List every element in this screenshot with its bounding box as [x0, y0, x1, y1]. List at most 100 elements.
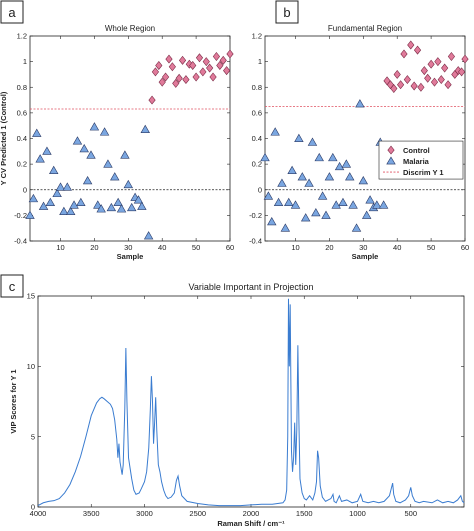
x-tick-label: 20 — [90, 243, 98, 252]
x-tick-label: 40 — [393, 243, 401, 252]
malaria-point — [52, 188, 62, 198]
malaria-point — [28, 193, 39, 203]
malaria-point — [42, 146, 52, 155]
malaria-point — [116, 204, 127, 213]
y-tick-label: 0 — [258, 185, 262, 194]
x-tick-label: 10 — [56, 243, 64, 252]
x-tick-label: 10 — [291, 243, 299, 252]
control-point — [175, 73, 183, 83]
malaria-point — [35, 154, 45, 163]
y-axis-label: Y CV Predicted 1 (Control) — [0, 91, 8, 185]
malaria-point — [338, 197, 348, 207]
control-point — [192, 72, 200, 82]
panel-c: c Variable Important in Projection 0 5 10 15 4… — [0, 274, 465, 528]
control-point — [219, 55, 227, 65]
malaria-point — [62, 182, 73, 191]
control-point — [189, 60, 197, 70]
control-point — [461, 54, 469, 64]
malaria-point — [317, 191, 328, 200]
malaria-point — [126, 202, 137, 212]
panel-label-box — [0, 0, 24, 24]
x-tick-label: 1500 — [296, 509, 313, 518]
y-tick-label: 1 — [258, 57, 262, 66]
x-tick-label: 50 — [192, 243, 200, 252]
control-point — [447, 52, 456, 61]
control-point — [209, 72, 217, 82]
malaria-point — [311, 208, 321, 217]
legend-malaria-label: Malaria — [403, 157, 430, 166]
malaria-point — [79, 143, 89, 153]
control-point — [172, 78, 180, 88]
x-tick-label: 30 — [124, 243, 132, 252]
malaria-point — [273, 197, 284, 207]
malaria-point — [304, 178, 314, 187]
control-point — [158, 77, 166, 87]
control-point — [403, 75, 411, 85]
x-tick-label: 500 — [404, 509, 417, 518]
malaria-point — [287, 165, 297, 174]
malaria-point — [140, 124, 150, 133]
x-tick-label: 40 — [158, 243, 166, 252]
control-point — [444, 80, 452, 90]
legend-control-label: Control — [403, 146, 430, 155]
control-point — [226, 49, 234, 59]
control-point — [182, 75, 190, 85]
malaria-point — [65, 206, 76, 215]
y-axis-label: VIP Scores for Y 1 — [9, 369, 18, 433]
panel-label-box — [0, 274, 24, 298]
y-tick-label: 0.6 — [252, 108, 262, 117]
y-tick-label: 0 — [31, 503, 35, 512]
malaria-point — [103, 159, 113, 168]
control-point — [155, 60, 163, 70]
control-point — [441, 63, 449, 73]
y-tick-label: -0.4 — [14, 237, 27, 246]
malaria-point — [314, 152, 324, 162]
control-point — [151, 67, 160, 77]
malaria-point — [270, 127, 280, 136]
y-tick-label: 0.2 — [17, 160, 27, 169]
y-tick-label: 0.6 — [17, 108, 27, 117]
malaria-point — [143, 231, 154, 240]
x-axis-label: Sample — [352, 252, 379, 261]
control-point — [413, 45, 422, 55]
legend-box — [378, 140, 464, 180]
control-point — [148, 95, 156, 105]
malaria-point — [348, 200, 358, 209]
malaria-point — [341, 159, 352, 168]
control-point — [195, 53, 204, 63]
control-point — [390, 84, 398, 94]
control-point — [168, 62, 176, 72]
malaria-point — [123, 179, 134, 189]
vip-series-line — [37, 298, 465, 507]
y-tick-label: 1 — [23, 57, 27, 66]
x-axis-label: Sample — [117, 252, 144, 261]
control-point — [397, 80, 405, 90]
malaria-point — [284, 197, 294, 207]
x-tick-label: 20 — [325, 243, 333, 252]
control-point — [458, 67, 466, 77]
malaria-point — [365, 195, 375, 204]
malaria-point — [55, 182, 66, 191]
control-point — [223, 66, 231, 76]
panel-a: a Whole Region -0.4 -0.2 0 0.2 0.4 0.6 0.8 1 1.2 10… — [0, 0, 234, 261]
malaria-point — [263, 191, 274, 200]
y-tick-label: -0.2 — [249, 211, 262, 220]
x-axis-label: Raman Shift / cm⁻¹ — [217, 519, 285, 528]
malaria-point — [110, 172, 120, 181]
y-tick-label: -0.4 — [249, 237, 262, 246]
malaria-point — [297, 172, 308, 181]
malaria-point — [358, 175, 369, 185]
malaria-point — [89, 122, 100, 131]
malaria-point — [106, 202, 117, 212]
y-tick-label: 5 — [31, 432, 35, 441]
malaria-point — [267, 216, 277, 226]
x-tick-label: 60 — [461, 243, 469, 252]
malaria-point — [328, 152, 338, 162]
control-point — [420, 66, 428, 76]
malaria-point — [351, 223, 362, 232]
malaria-point — [32, 128, 42, 137]
malaria-point — [137, 201, 147, 210]
malaria-point — [82, 175, 93, 185]
control-point — [202, 57, 210, 67]
x-tick-label: 2000 — [243, 509, 260, 518]
